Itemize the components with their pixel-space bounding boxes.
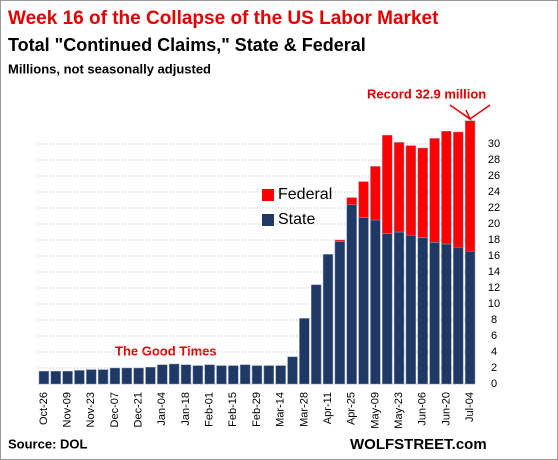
bar-segment — [216, 365, 227, 385]
bar-segment — [121, 367, 132, 385]
legend-label: State — [278, 211, 315, 228]
x-tick-label: May-09 — [369, 392, 381, 429]
bar-segment — [157, 364, 168, 385]
bar-segment — [334, 239, 346, 242]
chart-subtitle: Total "Continued Claims," State & Federa… — [8, 35, 366, 55]
x-tick-label: Jul-04 — [464, 392, 476, 422]
x-tick-label: Jun-06 — [417, 392, 429, 426]
bar-segment — [358, 181, 369, 218]
y-tick-label: 6 — [491, 330, 497, 342]
bar-segment — [370, 219, 381, 385]
y-tick-label: 30 — [488, 138, 500, 150]
bar-segment — [86, 369, 97, 385]
bar-segment — [74, 370, 85, 385]
y-tick-label: 14 — [488, 266, 500, 278]
bar-segment — [464, 120, 476, 252]
bar-segment — [38, 370, 50, 385]
legend-swatch — [262, 189, 274, 201]
x-tick-label: Jan-04 — [156, 392, 168, 426]
bar-segment — [322, 254, 334, 385]
annotation: Record 32.9 million — [367, 86, 486, 101]
y-tick-label: 18 — [488, 234, 500, 246]
bar-segment — [275, 365, 286, 385]
bar-segment — [393, 142, 405, 233]
annotation-arrow — [462, 109, 472, 122]
y-tick-label: 2 — [491, 362, 497, 374]
bar-segment — [192, 365, 203, 385]
bar-segment — [251, 365, 263, 385]
bar-segment — [287, 356, 298, 385]
bar-segment — [453, 131, 464, 248]
bar-segment — [346, 197, 357, 206]
bar-segment — [370, 166, 381, 221]
bar-segment — [109, 367, 121, 385]
bar-segment — [417, 147, 428, 238]
bar-segment — [50, 370, 61, 385]
bar-segment — [441, 130, 452, 245]
legend-swatch — [262, 214, 274, 226]
x-tick-label: Mar-14 — [275, 392, 287, 427]
y-tick-label: 26 — [488, 170, 500, 182]
y-tick-label: 12 — [488, 282, 500, 294]
y-tick-label: 20 — [488, 218, 500, 230]
x-tick-label: Mar-28 — [298, 392, 310, 427]
x-tick-label: Apr-11 — [322, 392, 334, 424]
bar-segment — [168, 363, 180, 385]
x-tick-label: Dec-07 — [109, 392, 121, 427]
x-tick-label: Jun-20 — [440, 392, 452, 426]
bar-segment — [429, 242, 440, 385]
bar-segment — [133, 367, 144, 385]
bar-segment — [62, 370, 73, 385]
bar-segment — [405, 234, 417, 385]
bar-segment — [228, 365, 239, 385]
bar-segment — [239, 364, 251, 385]
y-tick-label: 24 — [488, 186, 500, 198]
y-tick-label: 4 — [491, 346, 497, 358]
x-tick-label: Nov-09 — [62, 392, 74, 427]
bar-segment — [263, 365, 275, 385]
y-tick-label: 16 — [488, 250, 500, 262]
x-tick-label: Apr-25 — [346, 392, 358, 425]
y-tick-label: 8 — [491, 314, 497, 326]
bar-segment — [346, 204, 357, 385]
bar-segment — [204, 364, 215, 385]
x-tick-label: Dec-21 — [133, 392, 145, 427]
x-tick-label: Feb-15 — [227, 392, 239, 427]
y-axis-label: Millions, not seasonally adjusted — [8, 61, 211, 76]
legend-label: Federal — [278, 186, 332, 203]
y-tick-label: 0 — [491, 378, 497, 390]
bar-segment — [417, 237, 428, 385]
bar-segment — [429, 138, 440, 243]
x-tick-label: Jan-18 — [180, 392, 192, 426]
x-tick-label: Feb-01 — [204, 392, 216, 427]
bar-segment — [145, 366, 156, 385]
bar-segment — [180, 364, 192, 385]
y-tick-label: 28 — [488, 154, 500, 166]
x-tick-label: May-23 — [393, 392, 405, 429]
y-tick-label: 10 — [488, 298, 500, 310]
bar-segment — [382, 134, 393, 234]
bar-segment — [358, 217, 369, 385]
x-tick-label: Feb-29 — [251, 392, 263, 427]
chart-title: Week 16 of the Collapse of the US Labor … — [8, 8, 439, 29]
credit: WOLFSTREET.com — [350, 436, 487, 453]
bar-segment — [393, 231, 405, 385]
bar-segment — [311, 284, 322, 385]
bar-segment — [382, 233, 393, 385]
bar-segment — [405, 145, 417, 236]
x-tick-label: Nov-23 — [85, 392, 97, 427]
y-tick-label: 22 — [488, 202, 500, 214]
bar-segment — [453, 246, 464, 385]
source: Source: DOL — [8, 436, 88, 451]
bar-segment — [334, 241, 346, 385]
x-tick-label: Oct-26 — [38, 392, 50, 425]
bar-segment — [441, 243, 452, 385]
bar-segment — [464, 250, 476, 385]
annotation: The Good Times — [115, 343, 217, 358]
bar-segment — [97, 369, 109, 385]
bar-segment — [299, 318, 310, 385]
